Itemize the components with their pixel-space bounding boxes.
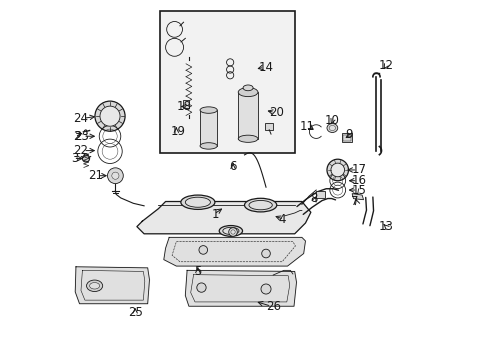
Ellipse shape	[200, 143, 217, 149]
Text: 8: 8	[309, 192, 317, 205]
Bar	[160, 12, 294, 153]
Text: 5: 5	[194, 265, 201, 278]
Text: 20: 20	[269, 106, 284, 119]
Circle shape	[100, 106, 120, 126]
Circle shape	[112, 172, 119, 179]
Text: 7: 7	[351, 195, 358, 208]
Circle shape	[95, 101, 125, 131]
Text: 21: 21	[88, 169, 102, 182]
Circle shape	[330, 163, 344, 177]
Ellipse shape	[248, 201, 272, 210]
Bar	[200, 110, 217, 146]
Ellipse shape	[238, 87, 258, 96]
Polygon shape	[351, 194, 363, 200]
Circle shape	[326, 159, 348, 181]
Ellipse shape	[200, 107, 217, 113]
Text: 2: 2	[73, 130, 80, 144]
Circle shape	[261, 249, 270, 258]
Text: 9: 9	[345, 127, 352, 141]
Ellipse shape	[328, 126, 335, 131]
Text: 10: 10	[324, 114, 339, 127]
Text: 6: 6	[229, 160, 236, 173]
Text: 4: 4	[278, 213, 285, 226]
Ellipse shape	[86, 280, 102, 292]
Ellipse shape	[185, 197, 210, 207]
Text: 11: 11	[299, 120, 314, 133]
Polygon shape	[75, 267, 149, 304]
Bar	[238, 92, 258, 139]
Bar	[343, 135, 350, 141]
Text: 26: 26	[265, 300, 281, 313]
Text: 15: 15	[351, 184, 366, 197]
Circle shape	[228, 228, 237, 236]
Text: 1: 1	[211, 208, 219, 221]
Ellipse shape	[181, 195, 214, 210]
Bar	[265, 123, 273, 130]
Ellipse shape	[223, 227, 239, 234]
Ellipse shape	[238, 135, 258, 142]
Ellipse shape	[89, 283, 100, 289]
Text: 18: 18	[176, 100, 191, 113]
Text: 3: 3	[71, 152, 79, 165]
Circle shape	[196, 283, 206, 292]
Circle shape	[107, 168, 123, 184]
Text: 17: 17	[351, 163, 366, 176]
Bar	[341, 134, 351, 142]
Ellipse shape	[219, 226, 242, 236]
Ellipse shape	[326, 123, 337, 132]
Polygon shape	[185, 270, 296, 306]
Circle shape	[199, 246, 207, 254]
Polygon shape	[163, 237, 305, 266]
Bar	[316, 192, 325, 198]
Text: 13: 13	[378, 220, 393, 233]
Text: 19: 19	[171, 125, 185, 138]
Text: 25: 25	[127, 306, 142, 319]
Ellipse shape	[244, 198, 276, 212]
Text: 24: 24	[73, 112, 88, 125]
Ellipse shape	[243, 85, 253, 91]
Text: 12: 12	[378, 59, 393, 72]
Circle shape	[230, 230, 235, 234]
Bar	[183, 100, 189, 108]
Circle shape	[261, 284, 270, 294]
Circle shape	[82, 155, 89, 162]
Text: 23: 23	[74, 130, 88, 143]
Text: 16: 16	[351, 174, 366, 187]
Text: 22: 22	[73, 144, 88, 157]
Polygon shape	[137, 202, 310, 234]
Text: 14: 14	[258, 60, 273, 73]
